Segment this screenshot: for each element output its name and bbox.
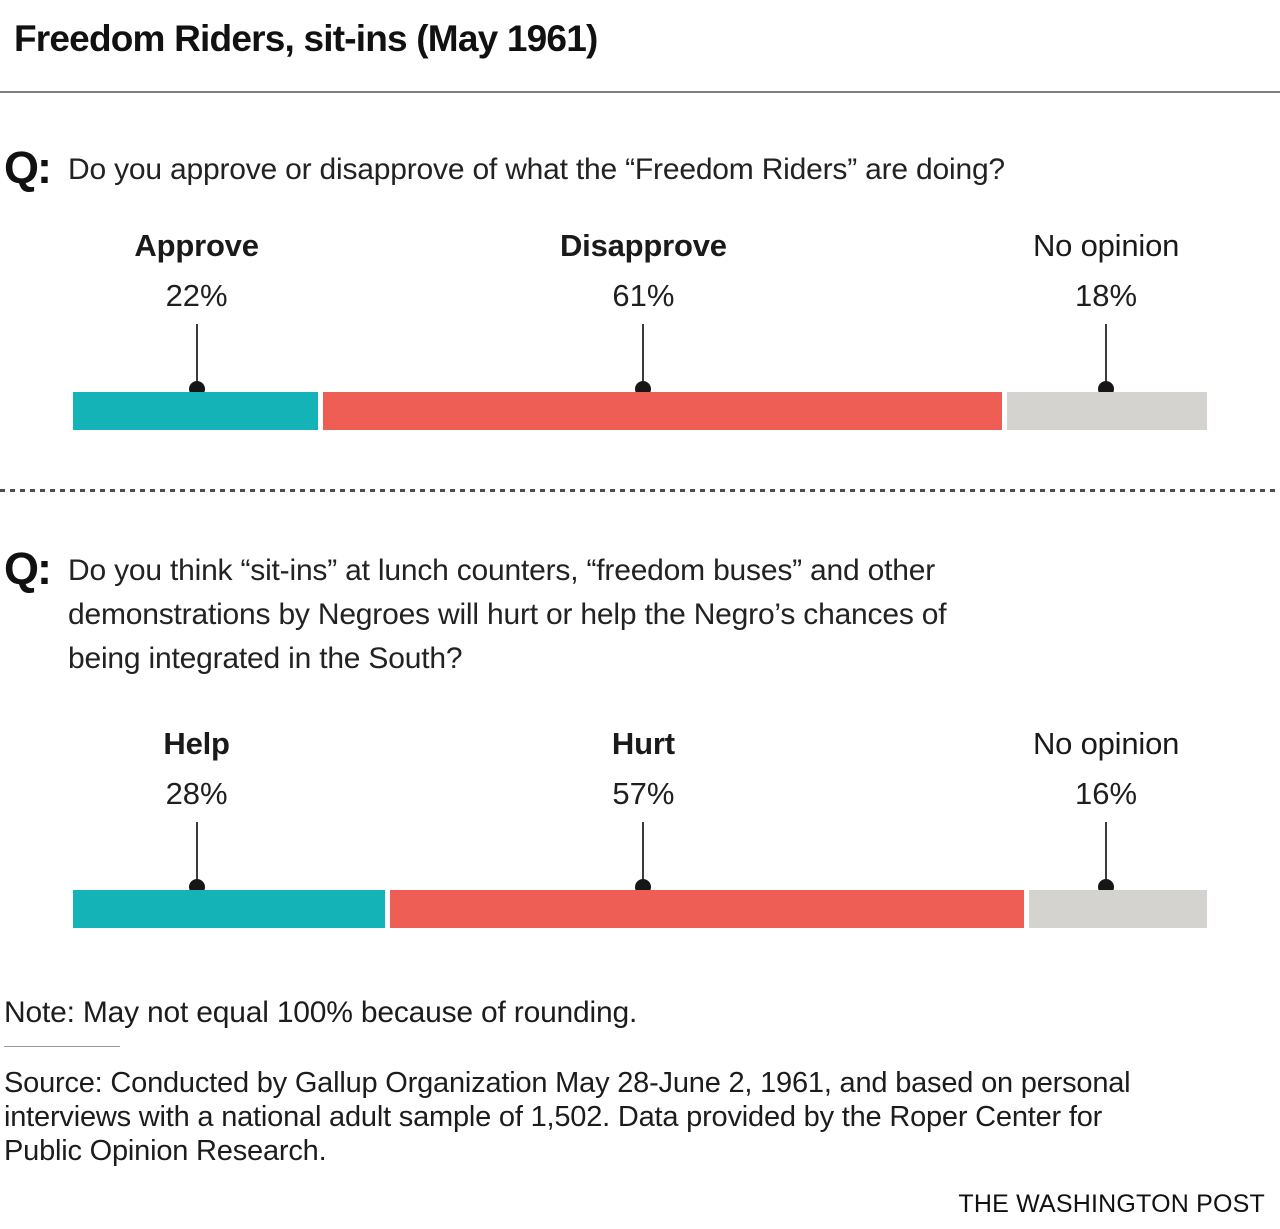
callout-line [195, 324, 198, 388]
note-divider [4, 1046, 120, 1047]
bar-segment-hurt [389, 890, 1024, 928]
callout-line [1105, 822, 1108, 886]
callout-line [642, 822, 645, 886]
chart-freedom-riders-approval: Approve 22% Disapprove 61% No opinion 18% [73, 228, 1207, 430]
question-1: Q: Do you approve or disapprove of what … [4, 142, 1228, 193]
source-text: Source: Conducted by Gallup Organization… [4, 1067, 1131, 1167]
question-1-text: Do you approve or disapprove of what the… [68, 153, 1005, 186]
bar-segment-no-opinion [1006, 392, 1207, 430]
category-label: No opinion [1032, 726, 1180, 761]
category-label: Help [163, 726, 230, 761]
category-label: Approve [134, 228, 259, 263]
callout-line [1105, 324, 1108, 388]
bar-segment-no-opinion [1028, 890, 1208, 928]
stacked-bar [73, 392, 1207, 430]
stacked-bar [73, 890, 1208, 928]
value-label: 22% [165, 278, 228, 313]
category-label: Hurt [611, 726, 675, 761]
value-label: 57% [612, 776, 675, 811]
bar-segment-disapprove [322, 392, 1002, 430]
section-divider [0, 489, 1280, 492]
value-label: 61% [612, 278, 675, 313]
question-2: Q: Do you think “sit-ins” at lunch count… [4, 543, 1228, 681]
category-label: Disapprove [559, 228, 727, 263]
question-1-prefix: Q: [4, 142, 52, 193]
callout-line [642, 324, 645, 388]
page-title: Freedom Riders, sit-ins (May 1961) [14, 18, 598, 59]
value-label: 28% [165, 776, 228, 811]
bar-segment-help [73, 890, 385, 928]
chart-sit-ins-hurt-help: Help 28% Hurt 57% No opinion 16% [73, 726, 1208, 928]
question-2-text: Do you think “sit-ins” at lunch counters… [68, 554, 947, 675]
publisher-credit: THE WASHINGTON POST [958, 1190, 1265, 1218]
value-label: 18% [1075, 278, 1138, 313]
value-label: 16% [1075, 776, 1138, 811]
title-divider [0, 91, 1280, 93]
category-label: No opinion [1032, 228, 1180, 263]
note-text: Note: May not equal 100% because of roun… [4, 996, 638, 1029]
bar-segment-approve [73, 392, 318, 430]
question-2-prefix: Q: [4, 543, 52, 594]
callout-line [195, 822, 198, 886]
